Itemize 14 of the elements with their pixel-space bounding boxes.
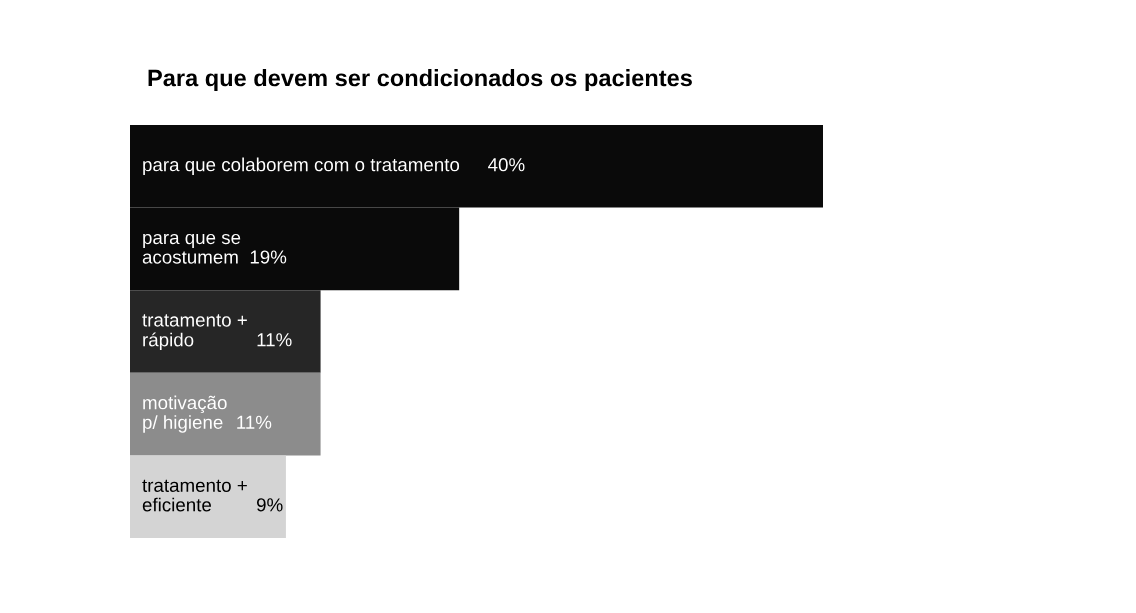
- y-tick-label: para que se acostumem: [142, 233, 241, 264]
- data-label: 9%: [256, 498, 283, 512]
- y-tick-label: tratamento + eficiente: [142, 479, 247, 512]
- data-label: 11%: [257, 333, 292, 347]
- y-tick-label: tratamento + rápido: [142, 314, 247, 351]
- data-label: 11%: [237, 415, 272, 429]
- bar: [130, 290, 321, 373]
- data-label: 19%: [250, 250, 287, 264]
- chart-title: Para que devem ser condicionados os pacientes: [148, 69, 692, 92]
- data-label: 40%: [488, 158, 525, 172]
- bar: [130, 455, 286, 538]
- y-tick-label: motivação p/ higiene: [143, 395, 227, 433]
- y-tick-label: para que colaborem com o tratamento: [143, 157, 460, 176]
- bar: [130, 372, 321, 456]
